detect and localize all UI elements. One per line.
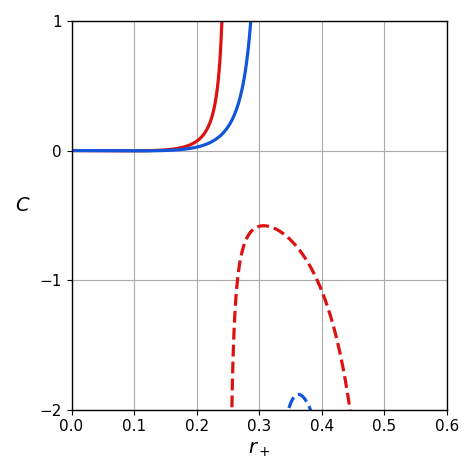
X-axis label: $r_+$: $r_+$ xyxy=(248,440,271,459)
Y-axis label: $C$: $C$ xyxy=(15,196,30,215)
